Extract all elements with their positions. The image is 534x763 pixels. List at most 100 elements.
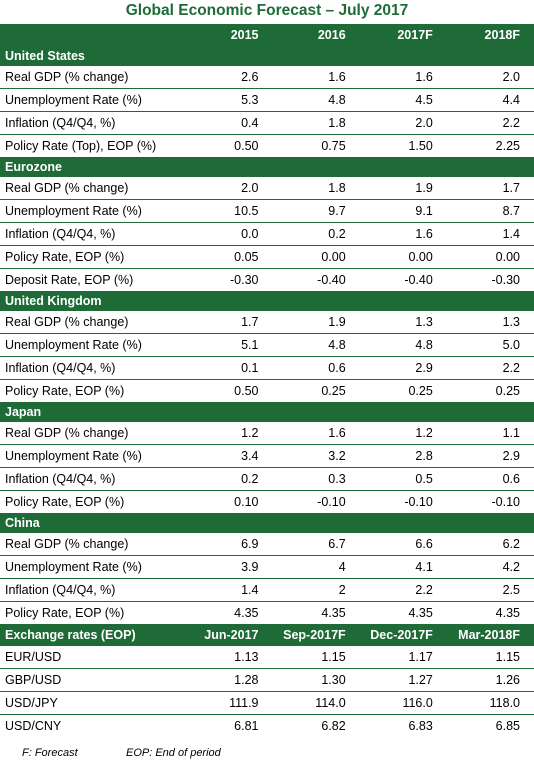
value-cell: 1.4	[446, 222, 534, 246]
section-header-united-kingdom: United Kingdom	[0, 291, 534, 311]
value-cell: 0.25	[408, 384, 433, 398]
forecast-note: F: Forecast	[22, 747, 78, 759]
row-label: Inflation (Q4/Q4, %)	[0, 578, 186, 602]
value-cell: 2.9	[359, 356, 447, 380]
fx-row: GBP/USD 1.28 1.30 1.27 1.26	[0, 668, 534, 692]
header-cell-2016: 2016	[272, 24, 360, 46]
table-row: Inflation (Q4/Q4, %) 1.4 2 2.2 2.5	[0, 578, 534, 602]
row-label: Unemployment Rate (%)	[0, 199, 186, 223]
value-cell: 6.7	[272, 533, 360, 556]
section-title: United States	[0, 46, 534, 66]
value-cell: 0.2	[272, 222, 360, 246]
value-cell: 2.9	[446, 444, 534, 468]
value-cell: 1.9	[359, 177, 447, 200]
value-cell: 0.6	[272, 356, 360, 380]
value-cell: 0.25	[321, 384, 346, 398]
value-cell: 0.00	[359, 245, 447, 269]
value-cell: 2.2	[446, 111, 534, 135]
value-cell: 1.2	[359, 422, 447, 445]
fx-pair-label: USD/CNY	[5, 719, 62, 733]
value-cell: 9.7	[272, 199, 360, 223]
fx-header-cell: Jun-2017	[185, 624, 273, 646]
row-label: Unemployment Rate (%)	[0, 555, 186, 579]
value-cell: 1.6	[359, 66, 447, 89]
row-label: Unemployment Rate (%)	[0, 88, 186, 112]
section-title: China	[0, 513, 534, 533]
table-row: Inflation (Q4/Q4, %) 0.0 0.2 1.6 1.4	[0, 222, 534, 246]
value-cell: 5.0	[446, 333, 534, 357]
row-label: Policy Rate, EOP (%)	[0, 245, 186, 269]
row-label: Real GDP (% change)	[0, 311, 186, 334]
value-cell: 2.5	[446, 578, 534, 602]
row-label: Unemployment Rate (%)	[0, 333, 186, 357]
value-cell: 1.6	[272, 66, 360, 89]
value-cell: 9.1	[359, 199, 447, 223]
fx-value-cell: 1.28	[185, 668, 273, 692]
value-cell: 1.7	[446, 177, 534, 200]
table-row: Real GDP (% change) 1.2 1.6 1.2 1.1	[0, 422, 534, 445]
value-cell: 3.2	[272, 444, 360, 468]
value-cell: 0.1	[185, 356, 273, 380]
header-cell-2018f: 2018F	[446, 24, 534, 46]
value-cell: 1.3	[359, 311, 447, 334]
header-cell-2015: 2015	[185, 24, 273, 46]
table-row: Deposit Rate, EOP (%) -0.30 -0.40 -0.40 -0.3…	[0, 269, 534, 292]
value-cell: -0.10	[491, 495, 521, 509]
value-cell: 0.2	[185, 467, 273, 491]
fx-row: USD/JPY 111.9 114.0 116.0 118.0	[0, 691, 534, 715]
table-row: Policy Rate, EOP (%) 0.05 0.00 0.00 0.00	[0, 245, 534, 269]
row-label: Inflation (Q4/Q4, %)	[0, 111, 186, 135]
row-label: Unemployment Rate (%)	[0, 444, 186, 468]
table-row: Real GDP (% change) 2.6 1.6 1.6 2.0	[0, 66, 534, 89]
fx-value-cell: 6.82	[321, 719, 346, 733]
row-label: Inflation (Q4/Q4, %)	[0, 467, 186, 491]
fx-value-cell: 1.27	[359, 668, 447, 692]
value-cell: 0.00	[272, 245, 360, 269]
fx-value-cell: 1.30	[272, 668, 360, 692]
value-cell: 4.8	[272, 333, 360, 357]
value-cell: 4.5	[359, 88, 447, 112]
value-cell: 0.25	[495, 384, 520, 398]
value-cell: 1.8	[272, 111, 360, 135]
value-cell: 2.8	[359, 444, 447, 468]
fx-header-cell: Dec-2017F	[359, 624, 447, 646]
value-cell: 0.00	[446, 245, 534, 269]
value-cell: 2.0	[185, 177, 273, 200]
value-cell: 2	[272, 578, 360, 602]
value-cell: 2.0	[446, 66, 534, 89]
fx-header-row: Exchange rates (EOP) Jun-2017 Sep-2017F Dec…	[0, 624, 534, 646]
row-label: Policy Rate, EOP (%)	[5, 495, 125, 509]
table-row: Unemployment Rate (%) 10.5 9.7 9.1 8.7	[0, 199, 534, 223]
value-cell: 4.35	[495, 606, 520, 620]
section-header-eurozone: Eurozone	[0, 157, 534, 177]
value-cell: 5.1	[185, 333, 273, 357]
header-cell-blank	[0, 24, 186, 46]
table-row: Unemployment Rate (%) 5.3 4.8 4.5 4.4	[0, 88, 534, 112]
page-title: Global Economic Forecast – July 2017	[125, 2, 409, 19]
row-label: Real GDP (% change)	[0, 422, 186, 445]
row-label: Policy Rate, EOP (%)	[5, 606, 125, 620]
fx-value-cell: 1.17	[359, 646, 447, 669]
row-label: Deposit Rate, EOP (%)	[5, 273, 134, 287]
table-row: Policy Rate (Top), EOP (%) 0.50 0.75 1.50 2.…	[0, 135, 534, 158]
eop-note: EOP: End of period	[126, 747, 221, 759]
fx-header-title: Exchange rates (EOP)	[0, 624, 186, 646]
fx-row: USD/CNY 6.81 6.82 6.83 6.85	[0, 715, 534, 738]
value-cell: -0.10	[317, 495, 346, 509]
fx-header-cell: Mar-2018F	[446, 624, 534, 646]
fx-pair-label: USD/JPY	[0, 691, 186, 715]
table-row: Real GDP (% change) 1.7 1.9 1.3 1.3	[0, 311, 534, 334]
value-cell: 2.2	[359, 578, 447, 602]
table-row: Policy Rate, EOP (%) 0.50 0.25 0.25 0.25	[0, 380, 534, 403]
fx-pair-label: GBP/USD	[0, 668, 186, 692]
value-cell: 0.50	[234, 384, 259, 398]
value-cell: 10.5	[185, 199, 273, 223]
value-cell: 0.75	[321, 139, 346, 153]
value-cell: 8.7	[446, 199, 534, 223]
value-cell: 1.3	[446, 311, 534, 334]
fx-value-cell: 118.0	[446, 691, 534, 715]
value-cell: 4.35	[321, 606, 346, 620]
value-cell: 1.6	[359, 222, 447, 246]
value-cell: 2.25	[495, 139, 520, 153]
value-cell: 1.7	[185, 311, 273, 334]
